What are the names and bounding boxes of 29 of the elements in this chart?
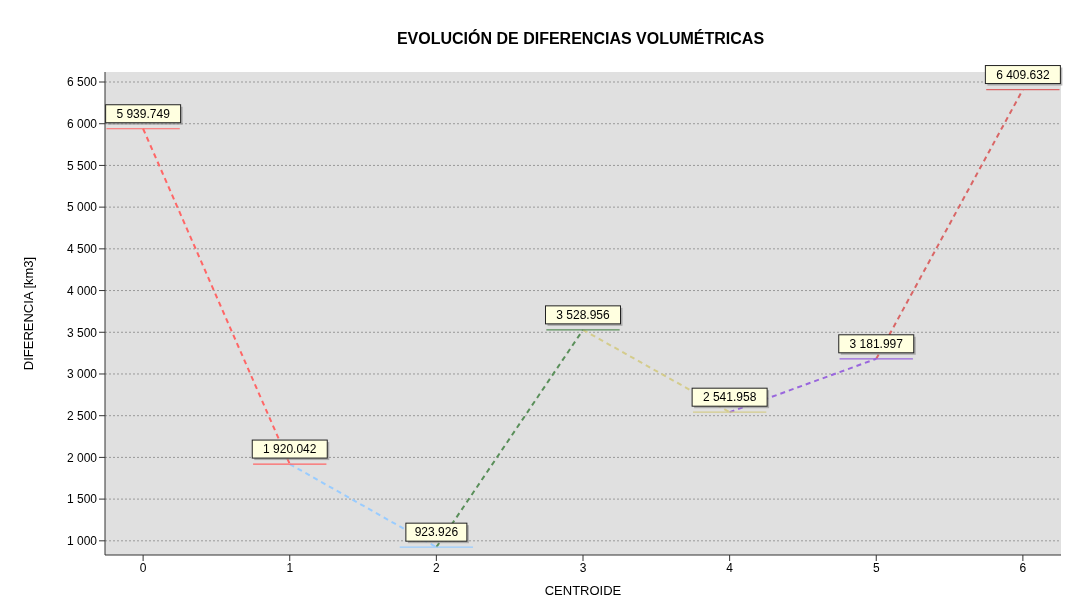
y-axis-title: DIFERENCIA [km3] [20,256,36,371]
y-tick-label: 2 500 [66,408,98,423]
x-tick-label: 6 [1019,560,1027,575]
y-tick-label: 5 500 [66,158,98,173]
data-label: 923.926 [414,525,459,540]
y-tick-label: 4 500 [66,242,98,257]
y-tick-label: 6 500 [66,75,98,90]
x-tick-label: 1 [286,560,294,575]
y-tick-label: 6 000 [66,116,98,131]
x-tick-label: 5 [872,560,880,575]
data-label: 5 939.749 [116,106,171,121]
data-label: 1 920.042 [263,442,317,457]
x-axis-title: CENTROIDE [544,583,622,598]
y-tick-label: 1 000 [66,534,98,549]
x-tick-label: 2 [433,560,441,575]
x-tick-label: 3 [579,560,587,575]
y-tick-label: 2 000 [66,450,98,465]
y-tick-label: 3 000 [66,367,98,382]
y-tick-label: 3 500 [66,325,98,340]
y-tick-label: 1 500 [66,492,98,507]
x-tick-label: 0 [139,560,147,575]
y-tick-label: 5 000 [66,200,98,215]
chart-title: EVOLUCIÓN DE DIFERENCIAS VOLUMÉTRICAS [395,30,766,49]
y-tick-label: 4 000 [66,283,98,298]
data-label: 6 409.632 [996,67,1050,82]
data-label: 3 528.956 [556,307,611,322]
data-label: 2 541.958 [702,390,757,405]
x-tick-label: 4 [726,560,734,575]
data-label: 3 181.997 [849,336,904,351]
